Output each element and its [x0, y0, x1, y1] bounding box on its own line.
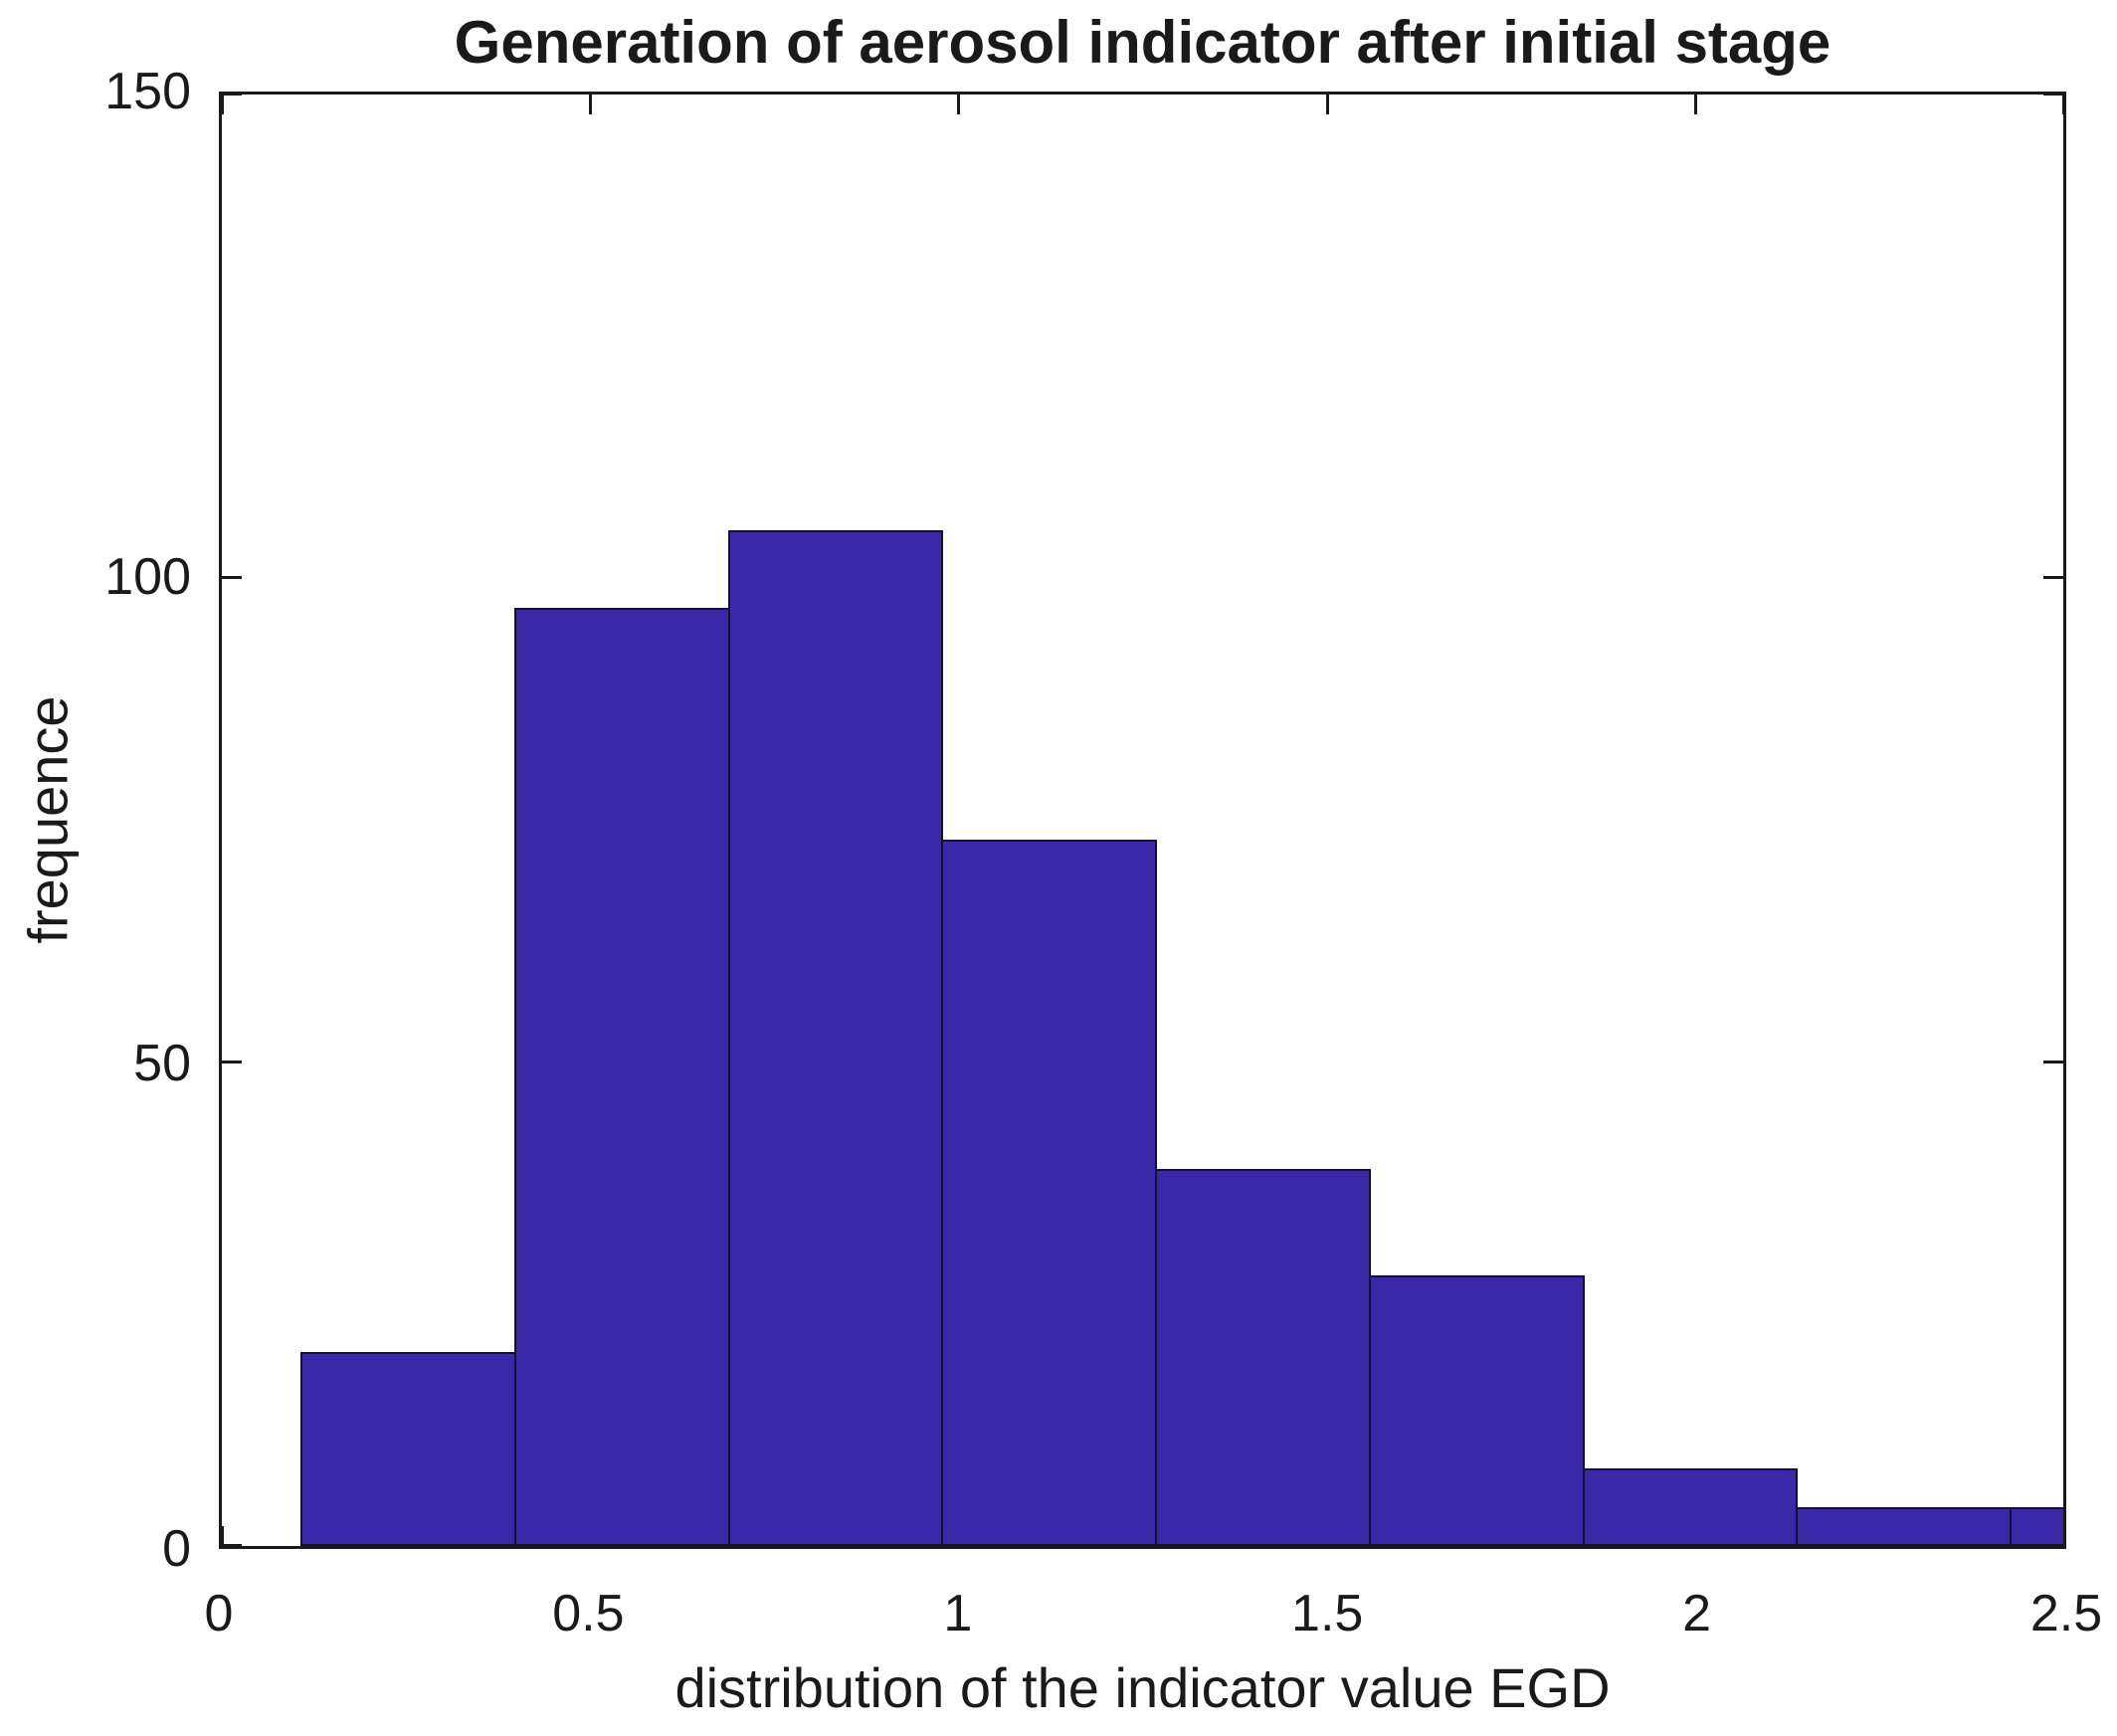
- y-tick-label: 0: [162, 1520, 191, 1578]
- axis-tick: [2043, 1060, 2063, 1063]
- histogram-bar: [1155, 1168, 1371, 1546]
- x-tick-label: 0: [204, 1585, 234, 1642]
- axis-tick: [589, 95, 593, 114]
- x-tick-label: 2: [1682, 1585, 1712, 1642]
- histogram-bar: [727, 529, 944, 1546]
- x-axis-label: distribution of the indicator value EGD: [674, 1656, 1611, 1719]
- axis-tick: [1693, 95, 1697, 114]
- histogram-bar: [941, 839, 1158, 1546]
- axis-tick: [2062, 95, 2063, 114]
- chart-title: Generation of aerosol indicator after in…: [454, 9, 1831, 76]
- axis-tick: [1325, 95, 1329, 114]
- y-axis-label: frequence: [16, 695, 80, 944]
- axis-tick: [222, 1526, 224, 1546]
- x-tick-label: 1: [943, 1585, 973, 1642]
- axis-tick: [222, 95, 242, 96]
- axis-tick: [2043, 576, 2063, 580]
- axis-tick: [222, 95, 224, 114]
- histogram-bar: [513, 607, 730, 1546]
- histogram-bar: [1796, 1507, 2012, 1546]
- axis-tick: [222, 1060, 242, 1063]
- x-tick-label: 2.5: [2029, 1585, 2103, 1642]
- axis-tick: [2043, 95, 2063, 96]
- histogram-bar: [1582, 1468, 1799, 1546]
- bars-layer: [222, 95, 2063, 1546]
- histogram-bar: [2009, 1507, 2063, 1546]
- axis-tick: [222, 1544, 242, 1546]
- x-tick-label: 1.5: [1291, 1585, 1364, 1642]
- y-tick-label: 150: [104, 63, 191, 120]
- plot-area: [219, 92, 2066, 1549]
- x-tick-label: 0.5: [552, 1585, 625, 1642]
- y-tick-label: 50: [133, 1034, 191, 1092]
- histogram-bar: [1368, 1274, 1585, 1546]
- axis-tick: [957, 95, 961, 114]
- histogram-bar: [300, 1352, 516, 1546]
- y-tick-label: 100: [104, 548, 191, 607]
- axis-tick: [222, 576, 242, 580]
